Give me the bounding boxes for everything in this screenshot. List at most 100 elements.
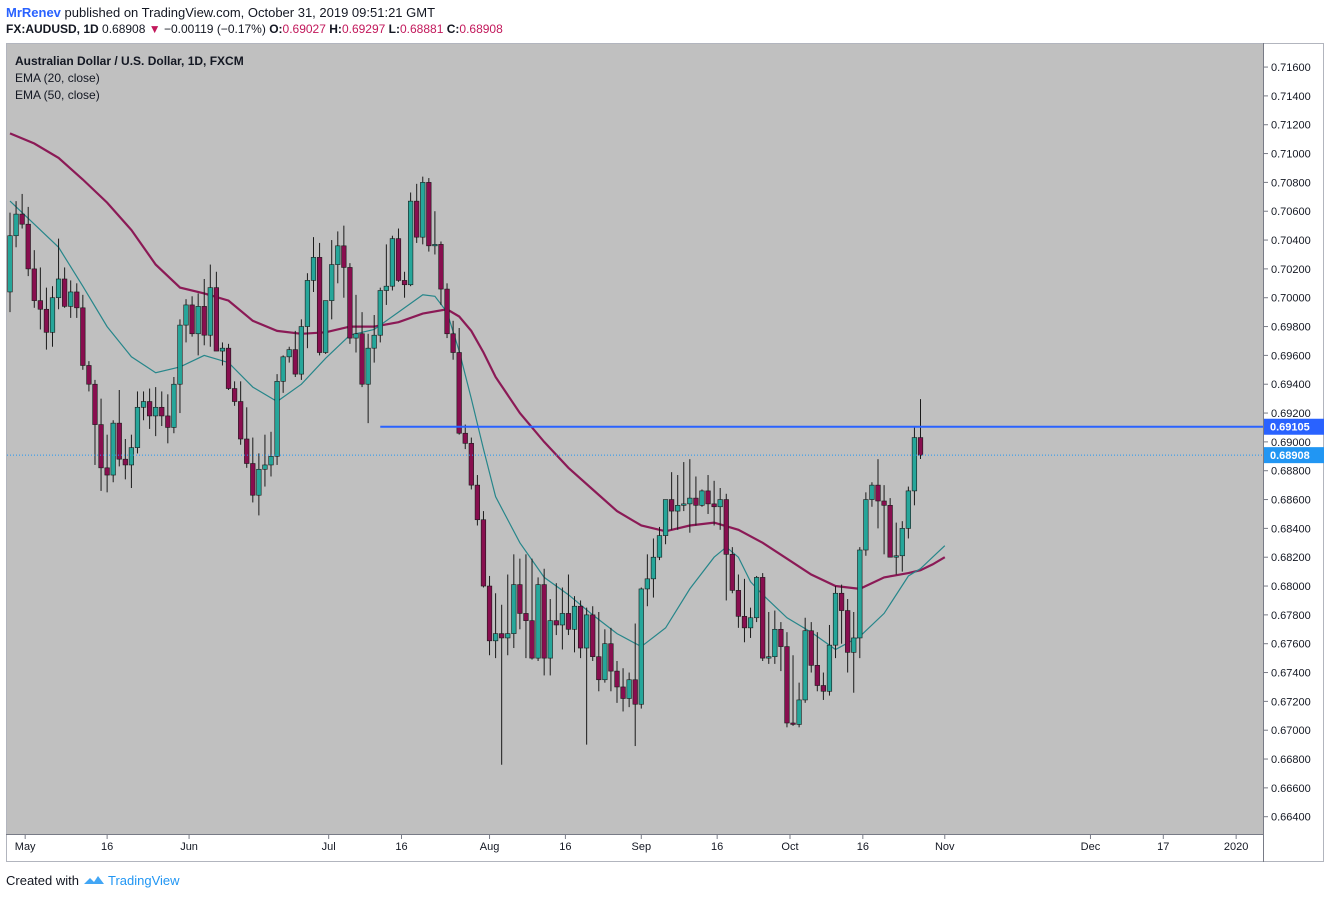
candle[interactable]: [584, 614, 590, 649]
candle[interactable]: [559, 613, 565, 626]
candle[interactable]: [845, 610, 851, 653]
candle[interactable]: [917, 437, 924, 456]
candle[interactable]: [529, 620, 535, 659]
candle[interactable]: [553, 620, 559, 626]
candle[interactable]: [838, 592, 845, 611]
candle[interactable]: [832, 592, 839, 646]
candle[interactable]: [177, 324, 183, 385]
candle[interactable]: [711, 503, 717, 508]
candle[interactable]: [820, 685, 826, 692]
candle[interactable]: [231, 388, 238, 402]
chart-frame[interactable]: 0.71600 0.71400 0.71200 0.71000 0.70800 0.706…: [6, 43, 1324, 862]
candle[interactable]: [37, 300, 43, 310]
candle[interactable]: [7, 235, 13, 293]
candle[interactable]: [705, 490, 711, 505]
candle[interactable]: [669, 499, 675, 512]
candle[interactable]: [535, 584, 541, 659]
candle[interactable]: [784, 646, 790, 724]
candle[interactable]: [626, 679, 632, 699]
candle[interactable]: [905, 490, 911, 529]
candle[interactable]: [851, 637, 857, 653]
candle[interactable]: [541, 584, 547, 659]
candle[interactable]: [699, 490, 705, 506]
candle[interactable]: [602, 643, 608, 681]
candle[interactable]: [280, 356, 286, 382]
candle[interactable]: [814, 665, 820, 686]
candle[interactable]: [335, 245, 341, 265]
candle[interactable]: [729, 554, 735, 591]
candle[interactable]: [262, 464, 268, 470]
candle[interactable]: [304, 280, 311, 327]
candle[interactable]: [408, 200, 414, 286]
candle[interactable]: [590, 614, 596, 657]
candle[interactable]: [863, 499, 869, 551]
candle[interactable]: [790, 722, 796, 725]
candle[interactable]: [31, 268, 37, 301]
candle[interactable]: [310, 257, 317, 281]
candle[interactable]: [577, 605, 584, 649]
candle[interactable]: [159, 406, 165, 417]
candle[interactable]: [323, 300, 329, 353]
candle[interactable]: [474, 484, 480, 521]
candle[interactable]: [565, 613, 572, 630]
candle[interactable]: [13, 213, 19, 237]
candle[interactable]: [620, 686, 626, 699]
candle[interactable]: [438, 244, 444, 290]
candle[interactable]: [219, 347, 226, 352]
candle[interactable]: [104, 467, 110, 476]
candle[interactable]: [547, 620, 553, 659]
candle[interactable]: [760, 577, 766, 659]
candle[interactable]: [213, 287, 219, 352]
candle[interactable]: [869, 484, 875, 500]
candle[interactable]: [675, 505, 681, 512]
candle[interactable]: [19, 213, 25, 225]
candle[interactable]: [268, 455, 274, 466]
candle[interactable]: [802, 630, 808, 701]
candle[interactable]: [134, 406, 141, 448]
candle[interactable]: [55, 278, 62, 299]
candle[interactable]: [511, 584, 517, 634]
candle[interactable]: [347, 267, 353, 339]
candle[interactable]: [359, 333, 365, 385]
candle[interactable]: [444, 288, 450, 335]
candle[interactable]: [614, 670, 620, 688]
candle[interactable]: [353, 333, 359, 339]
candle[interactable]: [899, 528, 905, 557]
candle[interactable]: [486, 585, 493, 642]
candle[interactable]: [256, 468, 262, 496]
candle[interactable]: [171, 383, 177, 428]
candle[interactable]: [329, 264, 335, 301]
candle[interactable]: [165, 415, 171, 428]
candle[interactable]: [796, 699, 802, 725]
candle[interactable]: [826, 644, 833, 692]
candle[interactable]: [62, 278, 68, 307]
candle[interactable]: [274, 381, 280, 457]
candle[interactable]: [189, 304, 195, 335]
candle[interactable]: [414, 200, 420, 238]
candle[interactable]: [747, 617, 754, 629]
candle[interactable]: [456, 352, 462, 434]
candle[interactable]: [153, 406, 159, 417]
candle[interactable]: [401, 280, 408, 286]
candle[interactable]: [735, 590, 741, 617]
price-chart[interactable]: 0.71600 0.71400 0.71200 0.71000 0.70800 0.706…: [6, 43, 1324, 862]
candle[interactable]: [86, 365, 92, 385]
candle[interactable]: [238, 401, 244, 440]
candle[interactable]: [687, 497, 693, 505]
candle[interactable]: [571, 605, 578, 630]
candle[interactable]: [772, 628, 778, 657]
candle[interactable]: [140, 401, 147, 408]
candle[interactable]: [723, 499, 729, 555]
candle[interactable]: [857, 549, 863, 639]
candle[interactable]: [80, 307, 86, 366]
candle[interactable]: [650, 556, 657, 580]
candle[interactable]: [110, 422, 116, 476]
candle[interactable]: [128, 447, 134, 466]
candle[interactable]: [480, 519, 487, 587]
candle[interactable]: [754, 577, 760, 619]
candle[interactable]: [74, 291, 80, 309]
candle[interactable]: [25, 223, 31, 270]
candle[interactable]: [147, 401, 153, 417]
candle[interactable]: [426, 182, 432, 247]
candle[interactable]: [644, 578, 650, 590]
